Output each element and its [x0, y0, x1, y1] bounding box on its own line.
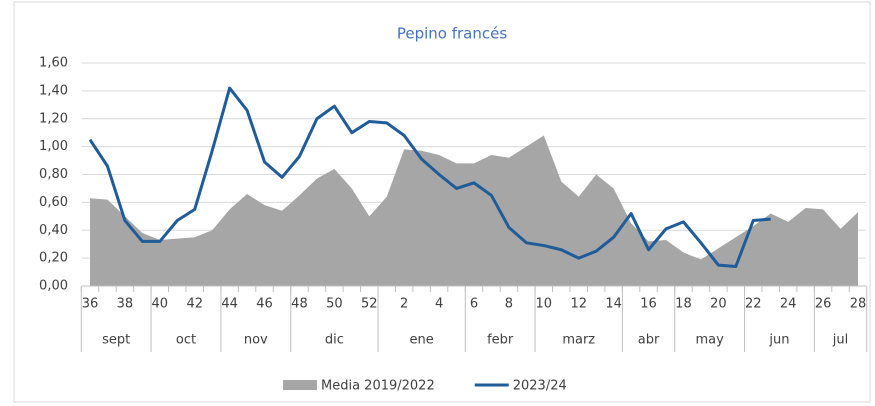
month-label: marz: [562, 333, 595, 348]
y-tick-label: 0,80: [39, 167, 68, 182]
x-tick-label: 14: [605, 297, 622, 312]
month-label: ene: [410, 333, 434, 348]
x-tick-label: 18: [675, 297, 692, 312]
x-tick-label: 50: [326, 297, 343, 312]
x-tick-label: 8: [505, 297, 513, 312]
x-tick-label: 46: [256, 297, 273, 312]
x-tick-label: 28: [850, 297, 867, 312]
line: [88, 86, 771, 268]
y-tick-label: 1,00: [39, 139, 68, 154]
x-tick-label: 42: [186, 297, 203, 312]
month-label: oct: [176, 333, 196, 348]
x-tick-label: 4: [435, 297, 443, 312]
x-tick-label: 40: [152, 297, 169, 312]
month-label: abr: [638, 333, 660, 348]
y-tick-label: 1,20: [39, 111, 68, 126]
month-label: nov: [244, 333, 268, 348]
x-tick-label: 6: [470, 297, 478, 312]
month-label: sept: [102, 333, 130, 348]
month-label: febr: [487, 333, 514, 348]
x-tick-label: 52: [361, 297, 378, 312]
x-tick-label: 20: [710, 297, 727, 312]
x-tick-label: 36: [82, 297, 99, 312]
x-tick-label: 44: [221, 297, 238, 312]
x-tick-label: 10: [536, 297, 553, 312]
y-tick-label: 0,60: [39, 195, 68, 210]
x-tick-label: 22: [745, 297, 762, 312]
month-label: jun: [768, 333, 789, 348]
month-label: may: [695, 333, 724, 348]
x-tick-label: 26: [815, 297, 832, 312]
x-tick-label: 48: [291, 297, 308, 312]
x-tick-label: 16: [640, 297, 657, 312]
x-tick-label: 24: [780, 297, 797, 312]
x-tick-label: 2: [400, 297, 408, 312]
area: [90, 135, 858, 286]
month-label: dic: [325, 333, 344, 348]
y-tick-label: 1,40: [39, 83, 68, 98]
legend-label: Media 2019/2022: [321, 379, 435, 394]
legend-swatch: [283, 380, 317, 390]
month-label: jul: [832, 333, 848, 348]
chart-title: Pepino francés: [397, 25, 508, 43]
x-tick-label: 12: [570, 297, 587, 312]
x-tick-label: 38: [117, 297, 134, 312]
y-tick-label: 0,00: [39, 279, 68, 294]
y-tick-label: 0,40: [39, 223, 68, 238]
y-tick-label: 1,60: [39, 56, 68, 71]
y-tick-label: 0,20: [39, 251, 68, 266]
legend-label: 2023/24: [513, 379, 567, 394]
